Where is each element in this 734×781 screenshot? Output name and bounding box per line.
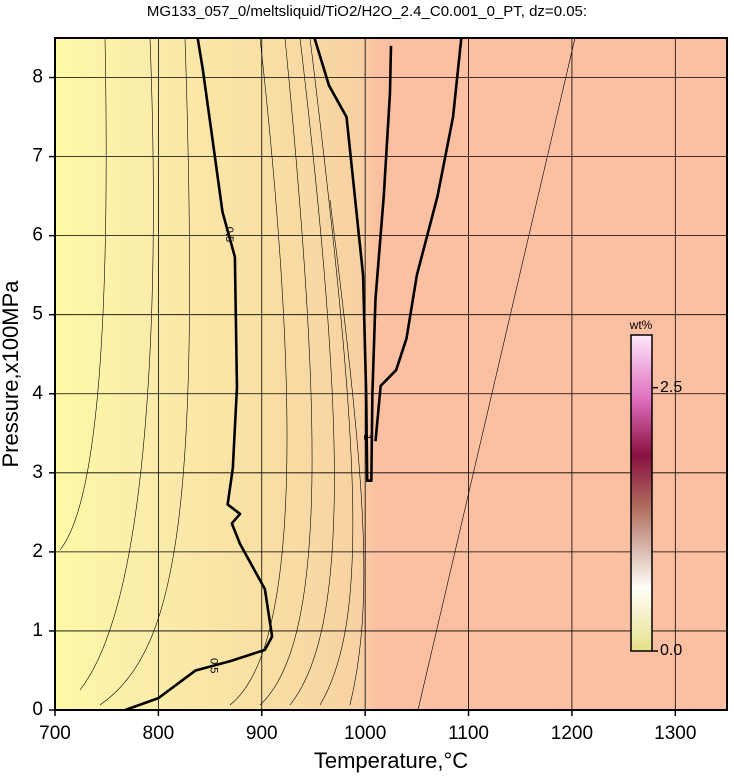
x-tick-label: 1200 <box>551 723 593 744</box>
y-tick-label: 8 <box>32 67 43 88</box>
y-axis-label: Pressure,x100MPa <box>0 280 23 468</box>
x-axis-label: Temperature,°C <box>314 748 468 773</box>
plot-frame <box>54 37 728 711</box>
y-tick-label: 2 <box>32 541 43 562</box>
y-tick-label: 7 <box>32 146 43 167</box>
y-tick-label: 3 <box>32 462 43 483</box>
contour-line <box>374 37 463 442</box>
x-tick-label: 1100 <box>448 723 489 744</box>
chart-title: MG133_057_0/meltsliquid/TiO2/H2O_2.4_C0.… <box>147 3 587 20</box>
colorbar-tick-label: 0.0 <box>660 642 682 659</box>
colorbar-tick-label: 2.5 <box>660 379 682 396</box>
contour-label: 0.5 <box>207 658 219 673</box>
contour-label: 0.5 <box>223 227 235 242</box>
colorbar <box>630 334 653 652</box>
contour-line <box>124 37 274 712</box>
x-tick-label: 700 <box>39 723 71 744</box>
y-tick-label: 5 <box>32 304 43 325</box>
contour-label: 1 <box>361 434 373 440</box>
y-tick-label: 6 <box>32 225 43 246</box>
x-tick-label: 1300 <box>654 723 696 744</box>
y-tick-label: 0 <box>32 699 43 720</box>
thin-contours <box>59 37 576 711</box>
x-tick-label: 1000 <box>344 723 386 744</box>
x-tick-label: 900 <box>246 723 278 744</box>
colorbar-label: wt% <box>629 318 653 332</box>
y-tick-label: 4 <box>32 383 43 404</box>
contour-line <box>313 37 393 483</box>
y-tick-label: 1 <box>32 620 43 641</box>
x-tick-label: 800 <box>143 723 175 744</box>
